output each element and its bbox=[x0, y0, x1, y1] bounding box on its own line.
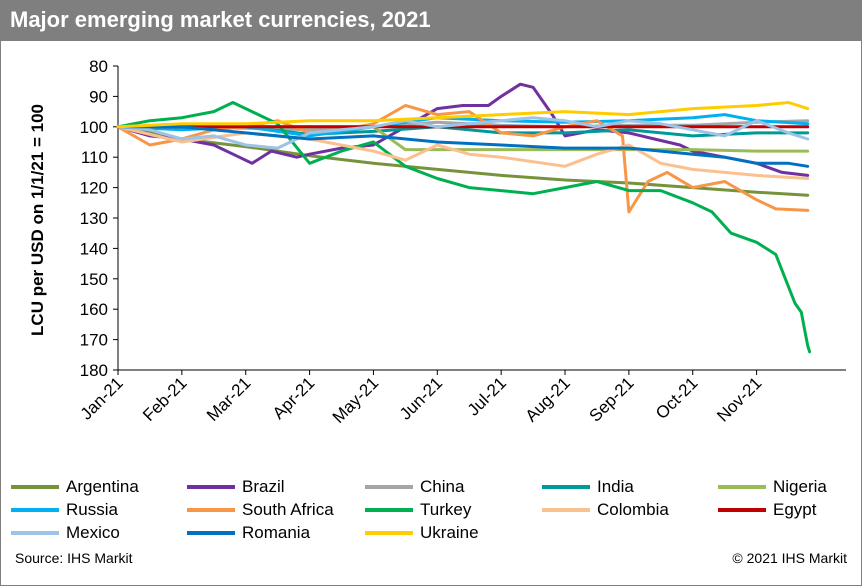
series-line-brazil bbox=[116, 82, 810, 177]
legend-label: China bbox=[420, 477, 465, 496]
legend-swatch bbox=[542, 508, 590, 512]
legend-item-argentina: Argentina bbox=[11, 476, 139, 498]
legend-item-india: India bbox=[542, 476, 634, 498]
y-tick-label: 180 bbox=[80, 361, 108, 380]
legend-label: South Africa bbox=[242, 500, 334, 519]
source-note: Source: IHS Markit bbox=[15, 550, 133, 566]
line-chart: 80 90 100 110 120 130 140 150 160 170 180 Jan-21 Fe… bbox=[28, 57, 846, 427]
legend-item-china: China bbox=[365, 476, 464, 498]
series-line-mexico bbox=[116, 116, 810, 150]
legend: Argentina Brazil China India Nigeria Russia So… bbox=[1, 476, 862, 550]
y-tick-label: 160 bbox=[80, 300, 108, 319]
legend-item-colombia: Colombia bbox=[542, 499, 669, 521]
series-line-romania bbox=[116, 125, 810, 168]
legend-swatch bbox=[542, 485, 590, 489]
copyright-note: © 2021 IHS Markit bbox=[732, 550, 847, 566]
legend-label: Argentina bbox=[66, 477, 139, 496]
y-tick-label: 90 bbox=[89, 87, 108, 106]
series-line-ukraine bbox=[116, 101, 810, 129]
legend-swatch bbox=[11, 508, 59, 512]
y-tick-label: 110 bbox=[81, 148, 108, 167]
y-tick-label: 100 bbox=[80, 118, 108, 137]
legend-item-mexico: Mexico bbox=[11, 522, 120, 544]
legend-label: Colombia bbox=[597, 500, 669, 519]
legend-item-south-africa: South Africa bbox=[187, 499, 334, 521]
legend-item-turkey: Turkey bbox=[365, 499, 471, 521]
legend-item-nigeria: Nigeria bbox=[718, 476, 827, 498]
y-tick-label: 120 bbox=[80, 179, 108, 198]
legend-item-brazil: Brazil bbox=[187, 476, 285, 498]
legend-label: India bbox=[597, 477, 634, 496]
legend-swatch bbox=[187, 485, 235, 489]
legend-swatch bbox=[187, 508, 235, 512]
legend-item-egypt: Egypt bbox=[718, 499, 816, 521]
chart-title: Major emerging market currencies, 2021 bbox=[10, 7, 431, 32]
x-tick-label: Apr-21 bbox=[269, 373, 319, 423]
series-line-argentina bbox=[116, 125, 810, 197]
y-tick-label: 170 bbox=[80, 331, 108, 350]
x-tick-label: Oct-21 bbox=[652, 373, 702, 423]
y-axis-label: LCU per USD on 1/1/21 = 100 bbox=[28, 104, 47, 336]
series-line-south-africa bbox=[116, 104, 810, 214]
legend-label: Ukraine bbox=[420, 523, 479, 542]
title-bar: Major emerging market currencies, 2021 bbox=[1, 1, 861, 41]
legend-label: Nigeria bbox=[773, 477, 827, 496]
legend-label: Brazil bbox=[242, 477, 285, 496]
legend-label: Egypt bbox=[773, 500, 817, 519]
legend-swatch bbox=[11, 531, 59, 535]
legend-item-ukraine: Ukraine bbox=[365, 522, 479, 544]
x-tick-label: Jul-21 bbox=[464, 373, 510, 419]
legend-item-romania: Romania bbox=[187, 522, 310, 544]
series-line-turkey bbox=[116, 101, 812, 354]
x-tick-label: Sep-21 bbox=[586, 373, 638, 425]
legend-label: Turkey bbox=[420, 500, 472, 519]
x-tick-label: May-21 bbox=[329, 373, 383, 427]
legend-label: Russia bbox=[66, 500, 118, 519]
legend-swatch bbox=[718, 485, 766, 489]
x-tick-label: Aug-21 bbox=[522, 373, 574, 425]
y-tick-label: 80 bbox=[89, 57, 108, 76]
y-tick-label: 140 bbox=[80, 239, 108, 258]
legend-item-russia: Russia bbox=[11, 499, 118, 521]
legend-label: Romania bbox=[242, 523, 311, 542]
x-tick-label: Mar-21 bbox=[203, 373, 255, 425]
y-tick-label: 130 bbox=[80, 209, 108, 228]
legend-swatch bbox=[11, 485, 59, 489]
legend-swatch bbox=[365, 485, 413, 489]
legend-swatch bbox=[365, 531, 413, 535]
x-tick-label: Nov-21 bbox=[713, 373, 765, 425]
x-tick-label: Feb-21 bbox=[139, 373, 191, 425]
legend-swatch bbox=[187, 531, 235, 535]
x-tick-label: Jun-21 bbox=[396, 373, 446, 423]
legend-label: Mexico bbox=[66, 523, 120, 542]
legend-swatch bbox=[718, 508, 766, 512]
x-tick-label: Jan-21 bbox=[77, 373, 127, 423]
legend-swatch bbox=[365, 508, 413, 512]
y-tick-label: 150 bbox=[80, 270, 108, 289]
